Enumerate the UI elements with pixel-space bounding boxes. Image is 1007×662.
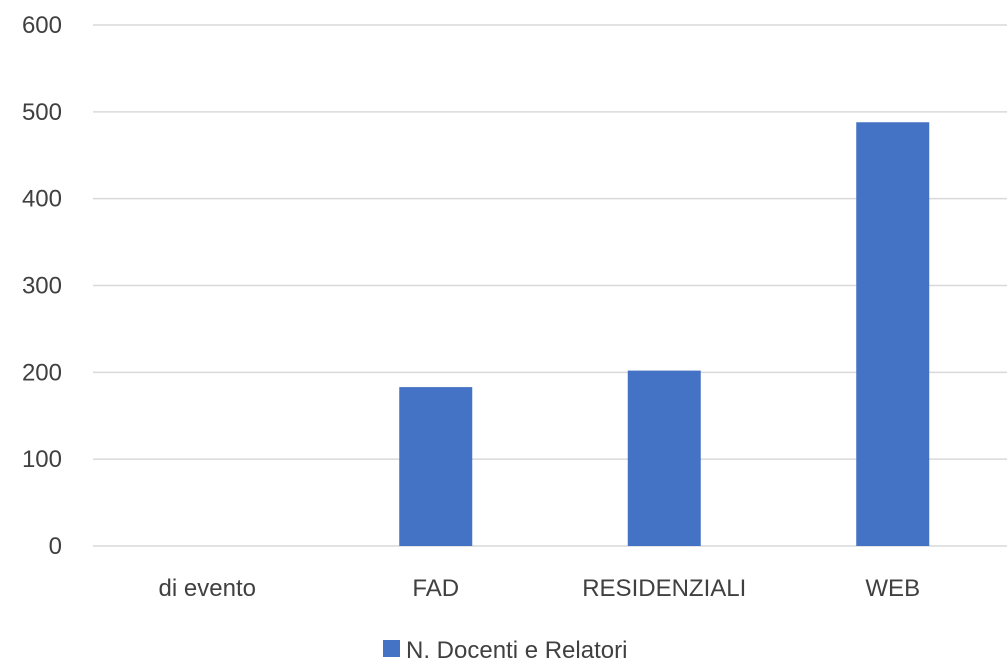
bar-residenziali <box>627 370 701 546</box>
y-tick-label: 100 <box>22 446 62 473</box>
x-category-label: FAD <box>412 575 459 602</box>
x-category-label: WEB <box>865 575 920 602</box>
y-tick-label: 500 <box>22 99 62 126</box>
x-category-label: RESIDENZIALI <box>582 575 746 602</box>
bar-web <box>856 122 930 547</box>
y-axis-ticks: 0 100 200 300 400 500 600 <box>22 12 62 560</box>
legend-label: N. Docenti e Relatori <box>406 637 627 662</box>
y-tick-label: 300 <box>22 273 62 300</box>
y-tick-label: 200 <box>22 359 62 386</box>
x-axis-categories: di evento FAD RESIDENZIALI WEB <box>159 575 921 602</box>
y-tick-label: 0 <box>49 533 62 560</box>
legend: N. Docenti e Relatori <box>383 637 627 662</box>
bars <box>399 122 930 547</box>
y-tick-label: 400 <box>22 186 62 213</box>
legend-swatch <box>383 640 400 657</box>
y-tick-label: 600 <box>22 12 62 39</box>
bar-fad <box>399 387 473 546</box>
x-category-label: di evento <box>159 575 256 602</box>
gridlines <box>93 24 1007 547</box>
